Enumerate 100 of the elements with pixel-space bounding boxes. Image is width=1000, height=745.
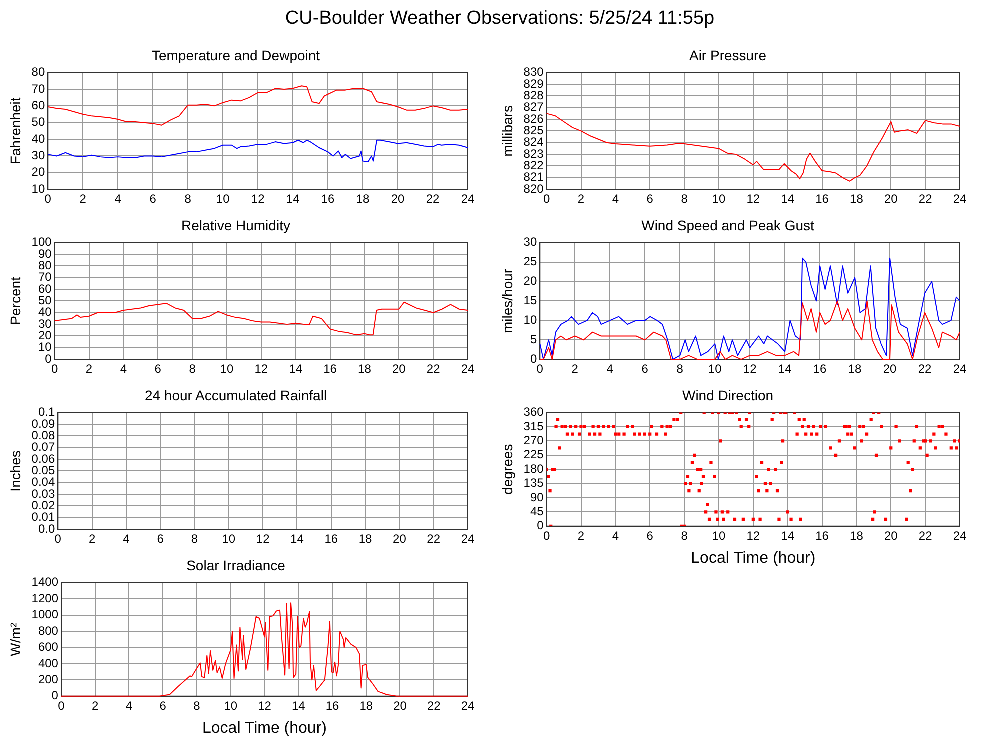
x-tick-label: 10 — [222, 532, 236, 546]
x-tick-label: 20 — [883, 362, 898, 376]
y-axis-title: degrees — [499, 444, 516, 495]
x-tick-label: 6 — [646, 192, 654, 206]
x-tick-label: 10 — [216, 192, 230, 206]
y-tick-label: 824 — [524, 135, 544, 150]
x-tick-label: 12 — [254, 362, 268, 376]
y-tick-label: 5 — [530, 332, 538, 346]
x-tick-label: 4 — [120, 362, 128, 376]
y-tick-label: 0.0 — [38, 522, 56, 536]
y-tick-label: 821 — [524, 170, 544, 184]
y-tick-label: 0 — [530, 352, 538, 366]
x-tick-label: 22 — [918, 362, 932, 376]
y-axis-title: millibars — [499, 106, 516, 157]
x-tick-label: 12 — [743, 362, 758, 376]
y-tick-label: 0.1 — [38, 405, 56, 420]
y-tick-label: 60 — [38, 282, 52, 296]
x-tick-label: 24 — [953, 528, 967, 543]
y-tick-label: 0.07 — [32, 440, 56, 454]
y-tick-label: 270 — [524, 434, 544, 448]
x-tick-label: 20 — [391, 192, 406, 206]
y-tick-label: 0.05 — [32, 464, 56, 478]
x-tick-label: 22 — [918, 528, 933, 543]
y-tick-label: 20 — [524, 274, 538, 288]
y-tick-label: 100 — [32, 235, 52, 250]
x-axis-title: Local Time (hour) — [202, 720, 327, 737]
x-tick-label: 4 — [606, 362, 614, 376]
x-tick-label: 10 — [712, 192, 726, 206]
y-tick-label: 0.02 — [32, 498, 56, 513]
x-tick-label: 10 — [712, 528, 726, 543]
x-tick-label: 6 — [150, 192, 157, 206]
x-tick-label: 24 — [953, 362, 967, 376]
y-tick-label: 80 — [32, 65, 46, 80]
x-tick-label: 4 — [123, 532, 130, 546]
x-tick-label: 24 — [461, 192, 475, 206]
x-tick-label: 6 — [157, 532, 164, 546]
chart-title: 24 hour Accumulated Rainfall — [144, 387, 328, 404]
x-tick-label: 18 — [850, 528, 864, 543]
y-axis-title: Inches — [7, 450, 24, 492]
x-tick-label: 12 — [746, 528, 760, 543]
x-tick-label: 12 — [258, 698, 272, 713]
x-tick-label: 20 — [394, 698, 408, 713]
x-tick-label: 14 — [286, 192, 300, 206]
y-tick-label: 70 — [32, 82, 46, 96]
x-tick-label: 2 — [572, 362, 579, 376]
x-tick-label: 18 — [358, 532, 373, 546]
y-tick-label: 0.04 — [32, 475, 56, 490]
x-tick-label: 8 — [676, 362, 684, 376]
y-axis-title: Fahrenheit — [7, 98, 24, 165]
x-tick-label: 12 — [256, 532, 270, 546]
x-tick-label: 4 — [612, 528, 620, 543]
y-tick-label: 10 — [32, 182, 46, 196]
x-tick-label: 22 — [426, 362, 441, 376]
x-tick-label: 8 — [194, 698, 201, 713]
y-tick-label: 45 — [530, 504, 544, 519]
x-tick-label: 4 — [612, 192, 620, 206]
y-tick-label: 90 — [530, 490, 544, 504]
x-tick-label: 20 — [393, 532, 407, 546]
y-tick-label: 829 — [524, 76, 544, 91]
x-tick-label: 6 — [160, 698, 167, 713]
y-tick-label: 200 — [38, 672, 59, 686]
y-tick-label: 180 — [524, 462, 544, 476]
x-tick-label: 2 — [578, 192, 585, 206]
y-tick-label: 826 — [524, 112, 544, 126]
x-tick-label: 8 — [189, 362, 196, 376]
text: CU-Boulder Weather Observations: 5/25/24 11:55p — [284, 8, 716, 30]
y-tick-label: 800 — [38, 624, 59, 638]
y-tick-label: 1000 — [32, 608, 59, 622]
y-tick-label: 40 — [38, 305, 52, 320]
x-tick-label: 24 — [461, 362, 475, 376]
y-tick-label: 40 — [32, 132, 46, 146]
y-tick-label: 25 — [524, 254, 538, 269]
x-tick-label: 14 — [781, 528, 795, 543]
y-tick-label: 822 — [524, 158, 544, 173]
y-tick-label: 0.03 — [32, 486, 56, 501]
chart-title: Air Pressure — [689, 47, 767, 64]
y-tick-label: 823 — [524, 146, 544, 161]
x-tick-label: 18 — [356, 192, 370, 206]
y-tick-label: 30 — [524, 235, 538, 250]
x-tick-label: 16 — [816, 528, 830, 543]
y-tick-label: 1400 — [32, 575, 59, 590]
x-tick-label: 18 — [850, 192, 864, 206]
y-tick-label: 400 — [38, 656, 59, 670]
x-tick-label: 10 — [220, 362, 234, 376]
y-axis-title: Percent — [7, 276, 24, 326]
y-tick-label: 30 — [32, 148, 46, 163]
y-tick-label: 0.08 — [32, 428, 56, 442]
y-tick-label: 20 — [38, 328, 52, 343]
y-axis-title: miles/hour — [499, 268, 516, 334]
y-tick-label: 0 — [537, 518, 544, 533]
chart-title: Solar Irradiance — [186, 557, 286, 574]
y-tick-label: 10 — [524, 312, 538, 327]
x-tick-label: 22 — [427, 698, 442, 713]
x-tick-label: 20 — [884, 192, 898, 206]
x-tick-label: 18 — [848, 362, 862, 376]
y-tick-label: 20 — [32, 165, 46, 180]
y-tick-label: 10 — [38, 340, 52, 354]
y-tick-label: 135 — [524, 476, 544, 490]
x-tick-label: 16 — [813, 362, 828, 376]
x-tick-label: 22 — [427, 532, 441, 546]
